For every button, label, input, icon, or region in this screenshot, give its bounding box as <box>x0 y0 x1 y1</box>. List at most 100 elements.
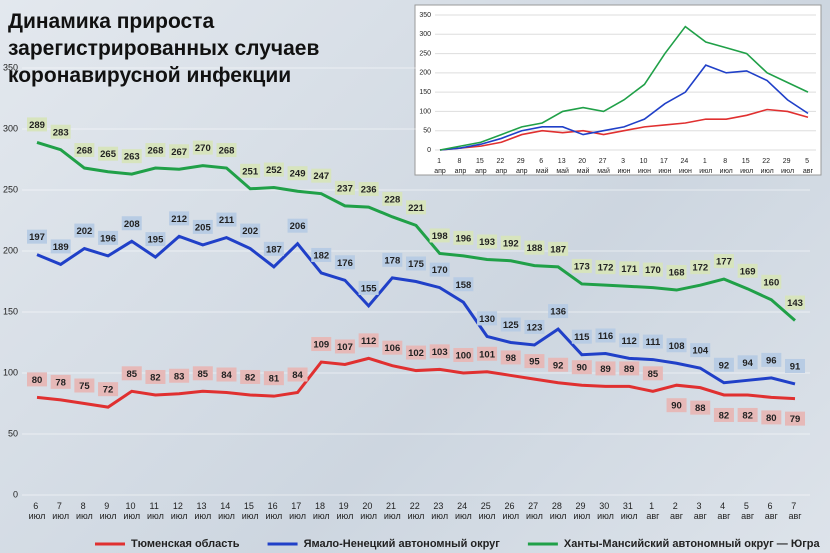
x-tick-label: 27 май <box>597 158 610 175</box>
data-label: 192 <box>503 238 519 249</box>
data-label: 82 <box>245 372 256 383</box>
label-bg <box>358 280 379 295</box>
data-label: 211 <box>219 215 235 226</box>
y-tick-label: 150 <box>3 306 18 316</box>
label-bg <box>334 180 355 195</box>
y-tick-label: 200 <box>3 245 18 255</box>
x-tick-label: 1 авг <box>646 501 660 521</box>
data-label: 94 <box>742 358 753 369</box>
label-bg <box>761 352 782 367</box>
label-bg <box>666 398 687 413</box>
label-bg <box>382 191 403 206</box>
data-label: 198 <box>432 231 448 242</box>
data-label: 265 <box>100 149 117 160</box>
data-label: 169 <box>740 266 756 277</box>
series-line <box>439 25 809 151</box>
x-tick-label: 29 апр <box>516 158 528 175</box>
label-bg <box>50 124 71 139</box>
label-bg <box>334 255 355 270</box>
data-label: 115 <box>574 332 590 343</box>
y-tick-label: 100 <box>419 108 431 115</box>
data-label: 170 <box>645 265 661 276</box>
y-tick-label: 50 <box>423 128 431 135</box>
data-label: 78 <box>55 377 66 388</box>
data-label: 237 <box>337 183 353 194</box>
x-tick-label: 16 июл <box>265 501 282 521</box>
data-label: 196 <box>100 233 116 244</box>
y-tick-label: 100 <box>3 367 18 377</box>
label-bg <box>690 343 711 358</box>
data-label: 171 <box>621 264 638 275</box>
data-label: 91 <box>790 361 801 372</box>
legend-label: Ямало-Ненецкий автономный округ <box>304 538 501 550</box>
label-bg <box>477 234 498 249</box>
data-label: 206 <box>290 221 306 232</box>
inset-box <box>414 4 822 176</box>
data-label: 109 <box>313 340 329 351</box>
data-label: 136 <box>550 307 566 318</box>
data-label: 88 <box>695 403 706 414</box>
series-line <box>36 356 796 409</box>
y-tick-label: 0 <box>427 147 431 154</box>
label-bg <box>263 371 284 386</box>
label-bg <box>713 357 734 372</box>
x-tick-label: 24 июн <box>679 158 692 175</box>
data-label: 158 <box>455 280 471 291</box>
label-bg <box>406 345 426 360</box>
x-tick-label: 6 авг <box>765 501 779 521</box>
x-tick-label: 7 июл <box>52 501 69 521</box>
x-tick-label: 6 июл <box>29 501 46 521</box>
label-bg <box>642 366 663 381</box>
label-bg <box>192 140 213 155</box>
label-bg <box>358 333 379 348</box>
x-tick-label: 22 июл <box>761 158 774 175</box>
data-label: 143 <box>787 298 803 309</box>
label-bg <box>477 311 498 326</box>
data-label: 123 <box>527 322 543 333</box>
data-label: 268 <box>148 146 164 157</box>
y-tick-label: 300 <box>3 123 18 133</box>
label-bg <box>121 149 142 164</box>
data-label: 249 <box>290 169 306 180</box>
data-label: 85 <box>648 369 659 380</box>
data-label: 90 <box>671 401 682 412</box>
label-bg <box>311 247 332 262</box>
data-label: 82 <box>742 410 753 421</box>
label-bg <box>50 239 71 254</box>
data-label: 92 <box>553 360 564 371</box>
label-bg <box>121 366 142 381</box>
y-tick-label: 300 <box>419 31 431 38</box>
y-tick-label: 0 <box>13 489 18 499</box>
legend-label: Ханты-Мансийский автономный округ — Югра <box>564 538 821 550</box>
data-label: 268 <box>219 146 235 157</box>
data-label: 83 <box>174 371 185 382</box>
label-bg <box>666 265 687 280</box>
data-label: 80 <box>766 413 777 424</box>
data-label: 188 <box>527 243 543 254</box>
label-bg <box>524 319 545 334</box>
label-bg <box>121 216 142 231</box>
label-bg <box>145 232 166 247</box>
data-label: 155 <box>361 283 378 294</box>
label-bg <box>500 235 521 250</box>
data-label: 195 <box>148 235 165 246</box>
data-label: 112 <box>361 336 376 347</box>
data-label: 187 <box>550 244 566 255</box>
x-tick-label: 13 июл <box>194 501 211 521</box>
data-label: 268 <box>76 146 92 157</box>
data-label: 182 <box>313 250 329 261</box>
data-label: 72 <box>103 385 114 396</box>
label-bg <box>595 260 616 275</box>
label-bg <box>287 166 308 181</box>
label-bg <box>595 328 616 343</box>
label-bg <box>145 143 166 158</box>
label-bg <box>263 162 284 177</box>
label-bg <box>477 346 498 361</box>
series-line <box>439 108 809 151</box>
data-label: 125 <box>503 320 520 331</box>
label-bg <box>500 350 521 365</box>
data-label: 172 <box>598 263 614 274</box>
data-label: 160 <box>763 277 779 288</box>
x-tick-label: 18 июл <box>313 501 330 521</box>
label-bg <box>27 372 47 387</box>
